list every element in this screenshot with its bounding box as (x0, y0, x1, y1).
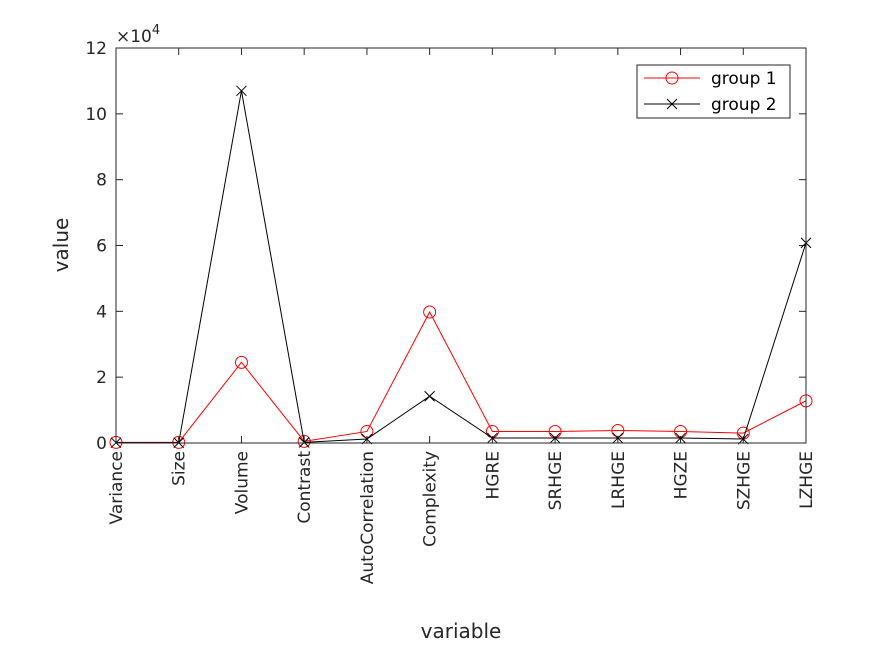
data-point-group-2 (675, 432, 686, 444)
legend-label-group-2: group 2 (711, 95, 777, 115)
y-tick-label: 0 (96, 434, 107, 454)
plot-frame (115, 47, 807, 444)
data-point-group-2 (361, 433, 373, 445)
y-tick-label: 10 (85, 105, 107, 125)
x-tick-label: HGZE (672, 451, 692, 499)
data-point-group-1 (360, 424, 374, 438)
x-axis-ticks: Variance Size Volume Contrast AutoCorrelatio… (107, 48, 817, 584)
y-exponent: ×104 (116, 23, 160, 47)
x-tick-label: SRHGE (546, 451, 566, 510)
y-exponent-power: 4 (152, 23, 160, 38)
data-point-group-2 (612, 432, 624, 444)
y-tick-label: 4 (96, 302, 107, 322)
y-tick-label: 12 (85, 39, 107, 59)
x-tick-label: Size (170, 451, 190, 486)
data-point-group-1 (297, 434, 311, 448)
legend-box (636, 64, 791, 119)
series-line-group-2 (116, 90, 807, 444)
y-tick-label: 8 (96, 171, 107, 191)
x-tick-label: Contrast (295, 451, 315, 524)
data-point-group-2 (424, 390, 435, 402)
data-point-group-2 (298, 436, 310, 448)
data-point-group-1 (423, 305, 437, 319)
x-tick-label: LZHGE (797, 451, 817, 509)
data-point-group-2 (549, 432, 561, 444)
legend-label-group-1: group 1 (711, 69, 777, 89)
x-axis-label: variable (421, 619, 502, 643)
x-tick-label: HGRE (483, 451, 503, 500)
x-tick-label: AutoCorrelation (358, 451, 378, 584)
y-exponent-base: ×10 (116, 27, 152, 47)
series-line-group-1 (116, 310, 807, 443)
y-tick-label: 6 (96, 237, 107, 257)
x-tick-label: Volume (232, 451, 252, 514)
legend-marker-group-2 (666, 98, 678, 110)
legend: group 1 group 2 (636, 64, 791, 119)
legend-marker-group-1 (665, 71, 679, 85)
data-point-group-2 (236, 85, 247, 97)
x-tick-label: Variance (107, 451, 127, 524)
series-layer (109, 85, 813, 449)
y-tick-label: 2 (96, 368, 107, 388)
x-tick-label: SZHGE (734, 451, 754, 510)
y-axis-ticks: 0 2 4 6 8 10 12 (85, 39, 806, 454)
data-point-group-2 (737, 433, 749, 445)
data-point-group-2 (487, 432, 498, 444)
y-axis-label: value (49, 218, 73, 273)
data-point-group-1 (234, 355, 248, 369)
data-point-group-1 (611, 423, 625, 437)
x-tick-label: LRHGE (609, 451, 629, 509)
x-tick-label: Complexity (421, 451, 441, 547)
